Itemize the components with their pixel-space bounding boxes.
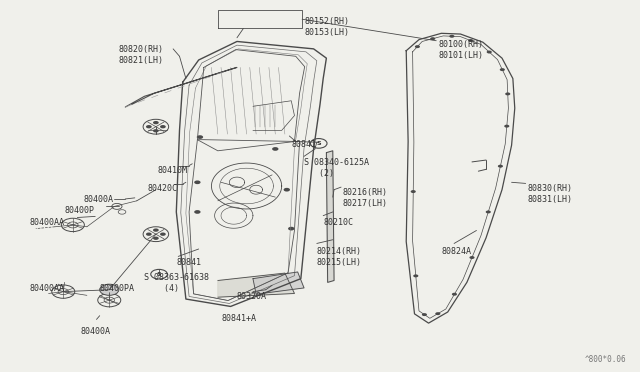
Circle shape (153, 228, 159, 232)
Text: 80320A: 80320A (237, 292, 267, 301)
Polygon shape (125, 67, 237, 107)
Circle shape (196, 135, 203, 139)
Text: 80410M: 80410M (157, 166, 187, 174)
Circle shape (284, 188, 290, 192)
Circle shape (194, 180, 200, 184)
Circle shape (151, 269, 168, 279)
Text: 80400AA: 80400AA (29, 218, 65, 227)
Circle shape (469, 256, 474, 259)
Circle shape (435, 312, 440, 315)
Text: 80824A: 80824A (442, 247, 471, 256)
Text: 80400PA: 80400PA (100, 284, 134, 293)
Text: 80400A: 80400A (84, 195, 114, 204)
Circle shape (194, 210, 200, 214)
Text: 80400A: 80400A (81, 327, 111, 336)
Text: 80100(RH)
80101(LH): 80100(RH) 80101(LH) (438, 39, 483, 60)
Circle shape (153, 129, 159, 132)
Circle shape (486, 211, 491, 214)
Circle shape (411, 190, 416, 193)
Text: 80820(RH)
80821(LH): 80820(RH) 80821(LH) (119, 45, 164, 65)
Text: S: S (316, 141, 321, 146)
Circle shape (160, 125, 166, 128)
Text: 80841: 80841 (291, 140, 316, 149)
Circle shape (288, 227, 294, 231)
Text: S 08340-6125A
   (2): S 08340-6125A (2) (304, 158, 369, 178)
Circle shape (146, 125, 152, 128)
Circle shape (153, 121, 159, 124)
Text: 80216(RH)
80217(LH): 80216(RH) 80217(LH) (342, 188, 387, 208)
Text: 80400P: 80400P (65, 206, 95, 215)
Circle shape (500, 68, 505, 71)
Circle shape (415, 45, 420, 48)
Text: ^800*0.06: ^800*0.06 (585, 355, 627, 364)
Text: 80214(RH)
80215(LH): 80214(RH) 80215(LH) (317, 247, 362, 267)
Polygon shape (218, 273, 294, 297)
Text: S: S (157, 272, 161, 277)
Circle shape (160, 232, 166, 236)
Circle shape (468, 39, 473, 42)
Polygon shape (253, 272, 304, 294)
Circle shape (272, 147, 278, 151)
Circle shape (452, 293, 457, 296)
Text: S 08363-61638
    (4): S 08363-61638 (4) (145, 273, 209, 293)
Circle shape (504, 125, 509, 128)
Text: 80841: 80841 (176, 258, 202, 267)
Polygon shape (326, 151, 334, 282)
Text: 80400AA: 80400AA (29, 284, 65, 293)
Circle shape (310, 138, 327, 148)
Text: 80420C: 80420C (148, 184, 177, 193)
Circle shape (449, 35, 454, 38)
Circle shape (505, 92, 510, 95)
Text: 80152(RH)
80153(LH): 80152(RH) 80153(LH) (304, 17, 349, 38)
Circle shape (422, 313, 427, 316)
Circle shape (430, 37, 435, 40)
Text: 80830(RH)
80831(LH): 80830(RH) 80831(LH) (527, 184, 573, 204)
Circle shape (153, 237, 159, 240)
Circle shape (498, 165, 503, 168)
Circle shape (413, 275, 419, 278)
Text: 80841+A: 80841+A (221, 314, 256, 323)
Text: 80210C: 80210C (323, 218, 353, 227)
Circle shape (486, 51, 492, 54)
Circle shape (100, 284, 119, 295)
Circle shape (146, 232, 152, 236)
